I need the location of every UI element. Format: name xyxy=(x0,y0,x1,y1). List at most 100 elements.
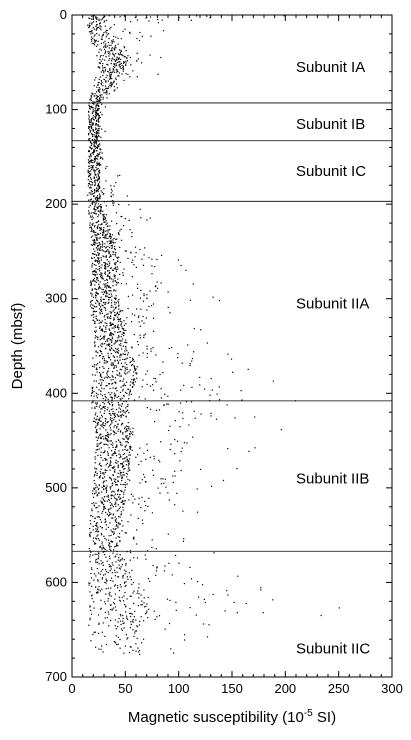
data-point xyxy=(89,305,92,307)
data-point xyxy=(111,295,113,297)
data-point xyxy=(110,192,112,194)
data-point xyxy=(139,248,141,251)
data-point xyxy=(120,282,123,285)
data-point xyxy=(111,422,113,424)
data-point xyxy=(125,444,127,446)
data-point xyxy=(108,290,110,292)
data-point xyxy=(104,548,106,550)
data-point xyxy=(109,488,112,490)
data-point xyxy=(103,505,105,507)
data-point xyxy=(91,568,93,571)
data-point xyxy=(102,219,104,221)
data-point xyxy=(117,636,119,638)
data-point xyxy=(116,326,118,329)
data-point xyxy=(98,108,100,110)
data-point xyxy=(99,349,101,352)
data-point xyxy=(97,352,99,354)
data-point xyxy=(110,287,112,289)
data-point xyxy=(115,364,117,367)
data-point xyxy=(95,502,97,504)
data-point xyxy=(89,619,91,621)
data-point xyxy=(131,261,133,263)
data-point xyxy=(119,470,121,472)
data-point xyxy=(98,448,100,450)
data-point xyxy=(129,428,131,430)
data-point xyxy=(136,625,138,627)
data-point xyxy=(88,172,90,174)
data-point xyxy=(91,280,94,282)
data-point xyxy=(138,583,140,585)
data-point xyxy=(94,197,96,199)
data-point xyxy=(138,396,140,398)
data-point xyxy=(105,180,107,182)
data-point xyxy=(114,519,116,521)
data-point xyxy=(92,167,94,169)
x-tick-label: 50 xyxy=(118,681,132,696)
data-point xyxy=(98,185,101,187)
data-point xyxy=(95,209,97,211)
data-point xyxy=(114,593,116,595)
data-point xyxy=(102,34,104,36)
data-point xyxy=(108,510,110,512)
data-point xyxy=(105,167,107,169)
data-point xyxy=(92,115,94,117)
data-point xyxy=(119,311,121,313)
data-point xyxy=(155,290,157,292)
data-point xyxy=(121,403,123,405)
data-point xyxy=(119,472,122,474)
data-point xyxy=(95,431,97,433)
data-point xyxy=(109,476,111,478)
data-point xyxy=(102,230,104,232)
data-point xyxy=(97,84,99,86)
data-point xyxy=(178,562,180,564)
data-point xyxy=(103,32,105,34)
data-point xyxy=(122,390,124,392)
data-point xyxy=(97,100,99,102)
data-point xyxy=(143,597,145,599)
data-point xyxy=(115,252,117,254)
data-point xyxy=(99,157,101,159)
data-point xyxy=(123,324,125,326)
data-point xyxy=(114,255,116,257)
data-point xyxy=(100,213,102,215)
data-point xyxy=(110,71,112,73)
data-point xyxy=(104,425,106,427)
data-point xyxy=(135,630,138,632)
data-point xyxy=(105,539,107,541)
data-point xyxy=(98,477,101,479)
data-point xyxy=(94,462,96,464)
data-point xyxy=(144,476,146,478)
data-point xyxy=(107,435,109,437)
data-point xyxy=(109,276,111,278)
data-point xyxy=(131,386,133,388)
data-point xyxy=(134,368,136,370)
data-point xyxy=(100,608,102,610)
data-point xyxy=(94,244,96,246)
data-point xyxy=(117,348,119,350)
data-point xyxy=(115,182,117,184)
data-point xyxy=(88,104,90,106)
data-point xyxy=(210,415,212,417)
data-point xyxy=(222,479,225,481)
data-point xyxy=(105,429,107,431)
data-point xyxy=(99,111,102,113)
data-point xyxy=(90,95,92,97)
data-point xyxy=(110,62,112,65)
data-point xyxy=(94,374,96,376)
data-point xyxy=(137,283,139,285)
data-point xyxy=(88,134,90,136)
subunit-label: Subunit IIC xyxy=(296,641,370,658)
data-point xyxy=(97,280,99,282)
data-point xyxy=(96,242,98,244)
data-point xyxy=(111,562,113,564)
data-point xyxy=(99,261,101,263)
data-point xyxy=(116,390,118,392)
data-point xyxy=(91,42,93,44)
data-point xyxy=(93,231,95,234)
data-point xyxy=(93,192,95,194)
data-point xyxy=(94,421,97,423)
data-point xyxy=(102,366,104,368)
data-point xyxy=(109,608,111,611)
data-point xyxy=(89,520,91,522)
data-point xyxy=(140,616,142,618)
